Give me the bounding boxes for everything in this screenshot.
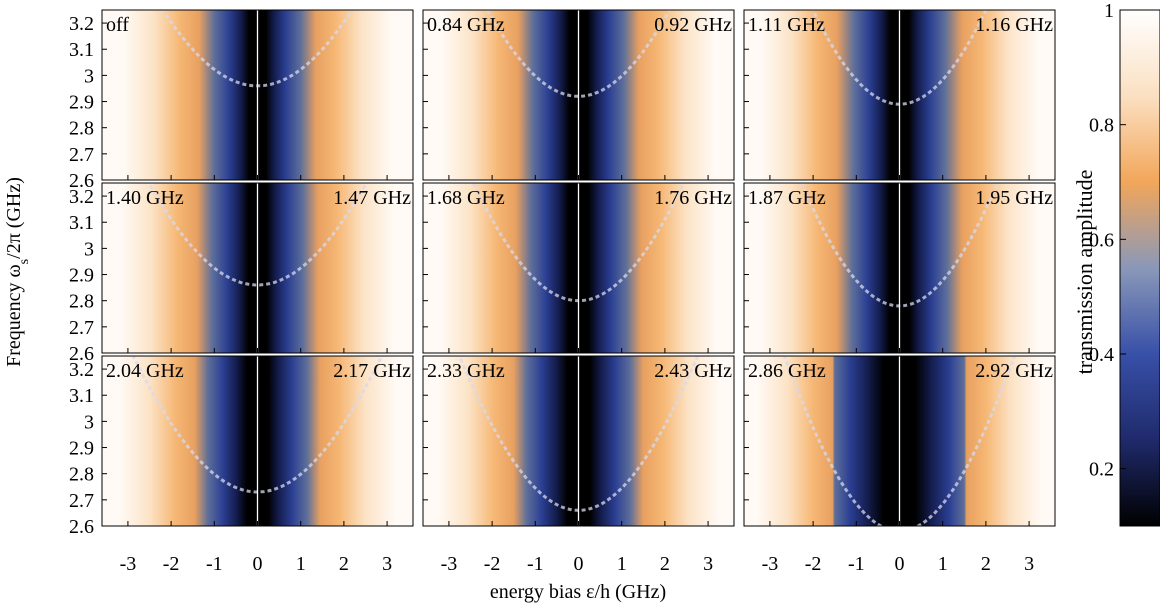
panel: 1.68 GHz 1.76 GHz (422, 182, 735, 354)
panel-right-label: 1.47 GHz (333, 187, 411, 209)
x-tick-label: 0 (574, 553, 584, 575)
heatmap-area (102, 183, 413, 353)
x-tick-label: -1 (206, 553, 223, 575)
panel-left-label: 2.86 GHz (748, 360, 826, 382)
x-tick-label: 1 (296, 553, 306, 575)
y-tick-label: 2.9 (69, 92, 94, 114)
x-tick-labels: -3 -2 -1 0 1 2 3 -3 -2 -1 0 1 2 3 -3 -2 -1 0 1 2 3 (120, 553, 1035, 575)
x-tick-label: 2 (981, 553, 991, 575)
y-tick-label: 2.8 (69, 291, 94, 313)
panel-right-label: 2.17 GHz (333, 360, 411, 382)
x-tick-label: 3 (382, 553, 392, 575)
x-axis-label: energy bias ε/h (GHz) (490, 581, 666, 603)
y-tick-label: 3 (84, 65, 94, 87)
y-tick-label: 3.1 (69, 385, 94, 407)
colorbar-tick-label: 0.6 (1089, 229, 1114, 251)
y-tick-label: 3.2 (69, 13, 94, 35)
x-tick-label: 2 (339, 553, 349, 575)
colorbar-tick-label: 0.4 (1089, 344, 1114, 366)
panel-left-label: 1.40 GHz (106, 187, 184, 209)
colorbar-label: transmission amplitude (1072, 170, 1097, 375)
panel-left-label: 2.04 GHz (106, 360, 184, 382)
y-axis-label: Frequency ωs/2π (GHz) (3, 177, 32, 367)
x-tick-label: 3 (1024, 553, 1034, 575)
panel: 1.40 GHz 1.47 GHz (101, 182, 414, 354)
panel: 2.86 GHz 2.92 GHz (743, 355, 1056, 527)
x-tick-label: -2 (805, 553, 822, 575)
y-tick-label: 3.2 (69, 186, 94, 208)
x-tick-label: -1 (848, 553, 865, 575)
colorbar: 0.2 0.4 0.6 0.8 1 (1089, 0, 1160, 527)
y-tick-label: 2.6 (69, 343, 94, 365)
heatmap-area (423, 356, 734, 526)
panel-left-label: 1.11 GHz (748, 14, 825, 36)
y-tick-label: 2.7 (69, 490, 94, 512)
y-tick-label: 2.7 (69, 144, 94, 166)
y-tick-label: 2.9 (69, 438, 94, 460)
y-axis-label-subscript: s (17, 259, 32, 264)
x-tick-label: -1 (527, 553, 544, 575)
x-tick-label: 0 (253, 553, 263, 575)
panel-left-label: 2.33 GHz (427, 360, 505, 382)
y-tick-label: 2.6 (69, 516, 94, 538)
y-tick-label: 3.2 (69, 359, 94, 381)
y-tick-label: 3.1 (69, 39, 94, 61)
colorbar-tick-label: 1 (1104, 0, 1114, 22)
y-tick-label: 3.1 (69, 212, 94, 234)
y-tick-labels: 2.62.72.82.933.13.22.62.72.82.933.13.22.… (69, 13, 94, 538)
x-tick-label: -2 (484, 553, 501, 575)
panel-right-label: 2.92 GHz (975, 360, 1053, 382)
panel: 1.87 GHz 1.95 GHz (743, 182, 1056, 354)
panel-right-label: 1.95 GHz (975, 187, 1053, 209)
x-tick-label: 2 (660, 553, 670, 575)
svg-text:Frequency ωs/2π (GHz): Frequency ωs/2π (GHz) (3, 177, 32, 367)
panel-right-label: 2.43 GHz (654, 360, 732, 382)
panel-left-label: 1.68 GHz (427, 187, 505, 209)
heatmap-area (744, 183, 1055, 353)
heatmap-area (102, 10, 413, 180)
panel: 2.33 GHz 2.43 GHz (422, 355, 735, 527)
panel-right-label: 1.16 GHz (975, 14, 1053, 36)
y-tick-label: 2.8 (69, 464, 94, 486)
y-tick-label: 2.9 (69, 265, 94, 287)
colorbar-gradient (1119, 9, 1160, 527)
heatmap-area (423, 183, 734, 353)
colorbar-tick-label: 0.8 (1089, 115, 1114, 137)
panel-left-label: 1.87 GHz (748, 187, 826, 209)
y-tick-label: 3 (84, 411, 94, 433)
heatmap-area (423, 10, 734, 180)
y-tick-label: 3 (84, 238, 94, 260)
y-tick-label: 2.6 (69, 170, 94, 192)
panel: 0.84 GHz 0.92 GHz (422, 9, 735, 181)
panel: off (101, 9, 414, 181)
panel-right-label: 1.76 GHz (654, 187, 732, 209)
x-tick-label: 1 (938, 553, 948, 575)
heatmap-area (744, 356, 1055, 526)
panel-left-label: off (106, 14, 129, 36)
y-axis-label-suffix: /2π (GHz) (3, 177, 25, 259)
y-tick-label: 2.8 (69, 118, 94, 140)
panel: 1.11 GHz 1.16 GHz (743, 9, 1056, 181)
x-tick-label: -3 (441, 553, 458, 575)
heatmap-area (744, 10, 1055, 180)
y-axis-label-prefix: Frequency ω (3, 264, 25, 367)
panel-right-label: 0.92 GHz (654, 14, 732, 36)
x-tick-label: -3 (120, 553, 137, 575)
x-tick-label: -2 (163, 553, 180, 575)
x-tick-label: 1 (617, 553, 627, 575)
colorbar-tick-label: 0.2 (1089, 459, 1114, 481)
x-tick-label: 3 (703, 553, 713, 575)
y-tick-label: 2.7 (69, 317, 94, 339)
x-tick-label: -3 (762, 553, 779, 575)
panel-left-label: 0.84 GHz (427, 14, 505, 36)
heatmap-area (102, 356, 413, 526)
panel: 2.04 GHz 2.17 GHz (101, 355, 414, 527)
panel-grid: off 0.84 GHz 0.92 GHz 1.11 GHz 1.16 GHz 1.40 … (101, 9, 1056, 527)
x-tick-label: 0 (895, 553, 905, 575)
